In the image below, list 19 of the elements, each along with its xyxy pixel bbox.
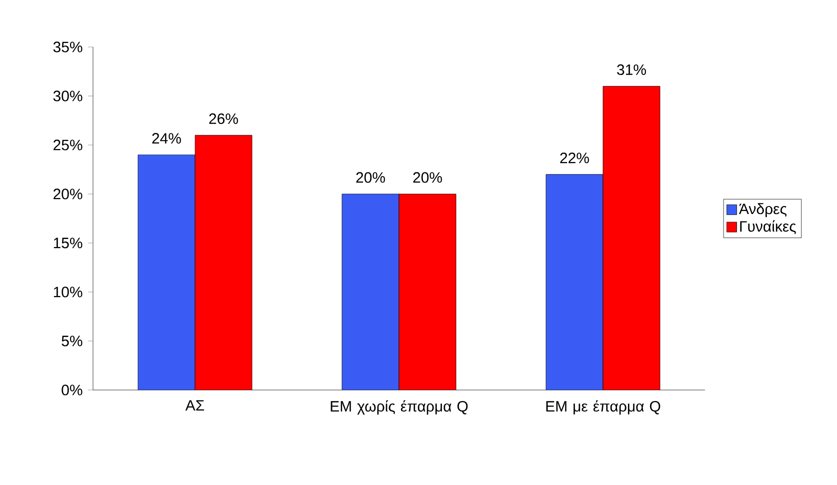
y-tick-label: 10% xyxy=(54,286,82,298)
data-label: 20% xyxy=(356,172,385,183)
x-tick-label: ΕΜ με έπαρμα Q xyxy=(546,400,660,415)
y-tick-label: 15% xyxy=(54,238,82,248)
data-label: 20% xyxy=(413,172,442,183)
y-tick-label: 20% xyxy=(54,188,82,200)
y-tick-label: 5% xyxy=(62,336,82,346)
y-tick-label: 35% xyxy=(53,42,82,52)
data-label: 22% xyxy=(560,152,589,164)
data-label: 24% xyxy=(152,133,181,144)
legend-label: Άνδρες xyxy=(738,203,787,218)
y-tick-label: 30% xyxy=(53,90,82,102)
data-label: 26% xyxy=(209,113,238,124)
x-tick-label: ΑΣ xyxy=(185,400,204,411)
y-tick-label: 0% xyxy=(62,384,82,396)
legend-label: Γυναίκες xyxy=(740,220,796,234)
y-tick-label: 25% xyxy=(54,140,82,150)
data-label: 31% xyxy=(617,64,646,75)
x-tick-label: ΕΜ χωρίς έπαρμα Q xyxy=(330,400,468,415)
